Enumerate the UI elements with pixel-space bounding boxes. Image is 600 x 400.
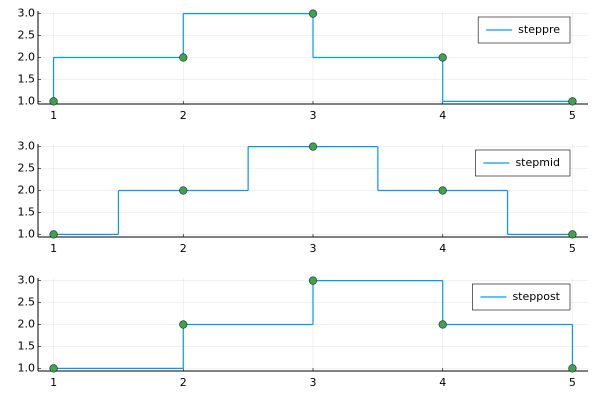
marker <box>49 97 58 106</box>
x-tick-label: 1 <box>50 109 57 122</box>
y-tick-label: 3.0 <box>18 274 36 287</box>
y-tick-label: 2.5 <box>18 296 36 309</box>
x-tick-label: 4 <box>439 242 446 255</box>
marker <box>49 364 58 373</box>
y-tick-label: 1.5 <box>18 339 36 352</box>
marker <box>179 320 188 329</box>
x-tick-label: 5 <box>569 242 576 255</box>
x-tick-label: 3 <box>310 242 317 255</box>
y-tick-label: 1.0 <box>18 361 36 374</box>
y-tick-label: 1.0 <box>18 227 36 240</box>
x-tick-label: 4 <box>439 376 446 389</box>
marker <box>568 364 577 373</box>
marker <box>49 230 58 239</box>
y-tick-label: 2.5 <box>18 162 36 175</box>
y-tick-label: 2.0 <box>18 318 36 331</box>
x-tick-label: 5 <box>569 109 576 122</box>
x-tick-label: 2 <box>180 242 187 255</box>
y-tick-label: 3.0 <box>18 140 36 153</box>
marker <box>568 230 577 239</box>
marker <box>308 276 318 285</box>
y-tick-label: 2.0 <box>18 51 36 64</box>
x-tick-label: 3 <box>310 376 317 389</box>
x-tick-label: 2 <box>180 376 187 389</box>
y-tick-label: 2.5 <box>18 29 36 42</box>
y-tick-label: 1.0 <box>18 94 36 107</box>
y-tick-label: 3.0 <box>18 7 36 20</box>
legend: steppost <box>472 283 571 311</box>
marker <box>308 142 318 151</box>
marker <box>179 186 188 195</box>
y-tick-label: 1.5 <box>18 205 36 218</box>
marker <box>179 53 188 62</box>
legend-label: steppre <box>518 23 560 36</box>
x-tick-label: 3 <box>310 109 317 122</box>
x-tick-label: 1 <box>50 376 57 389</box>
x-tick-label: 2 <box>180 109 187 122</box>
y-tick-label: 2.0 <box>18 184 36 197</box>
x-tick-label: 1 <box>50 242 57 255</box>
marker <box>438 186 447 195</box>
legend-label: steppost <box>512 290 560 303</box>
legend: stepmid <box>475 149 571 177</box>
marker <box>438 320 447 329</box>
marker <box>438 53 447 62</box>
legend-label: stepmid <box>515 156 560 169</box>
legend: steppre <box>477 16 571 44</box>
x-tick-label: 4 <box>439 109 446 122</box>
marker <box>308 9 318 18</box>
x-tick-label: 5 <box>569 376 576 389</box>
marker <box>568 97 577 106</box>
y-tick-label: 1.5 <box>18 72 36 85</box>
